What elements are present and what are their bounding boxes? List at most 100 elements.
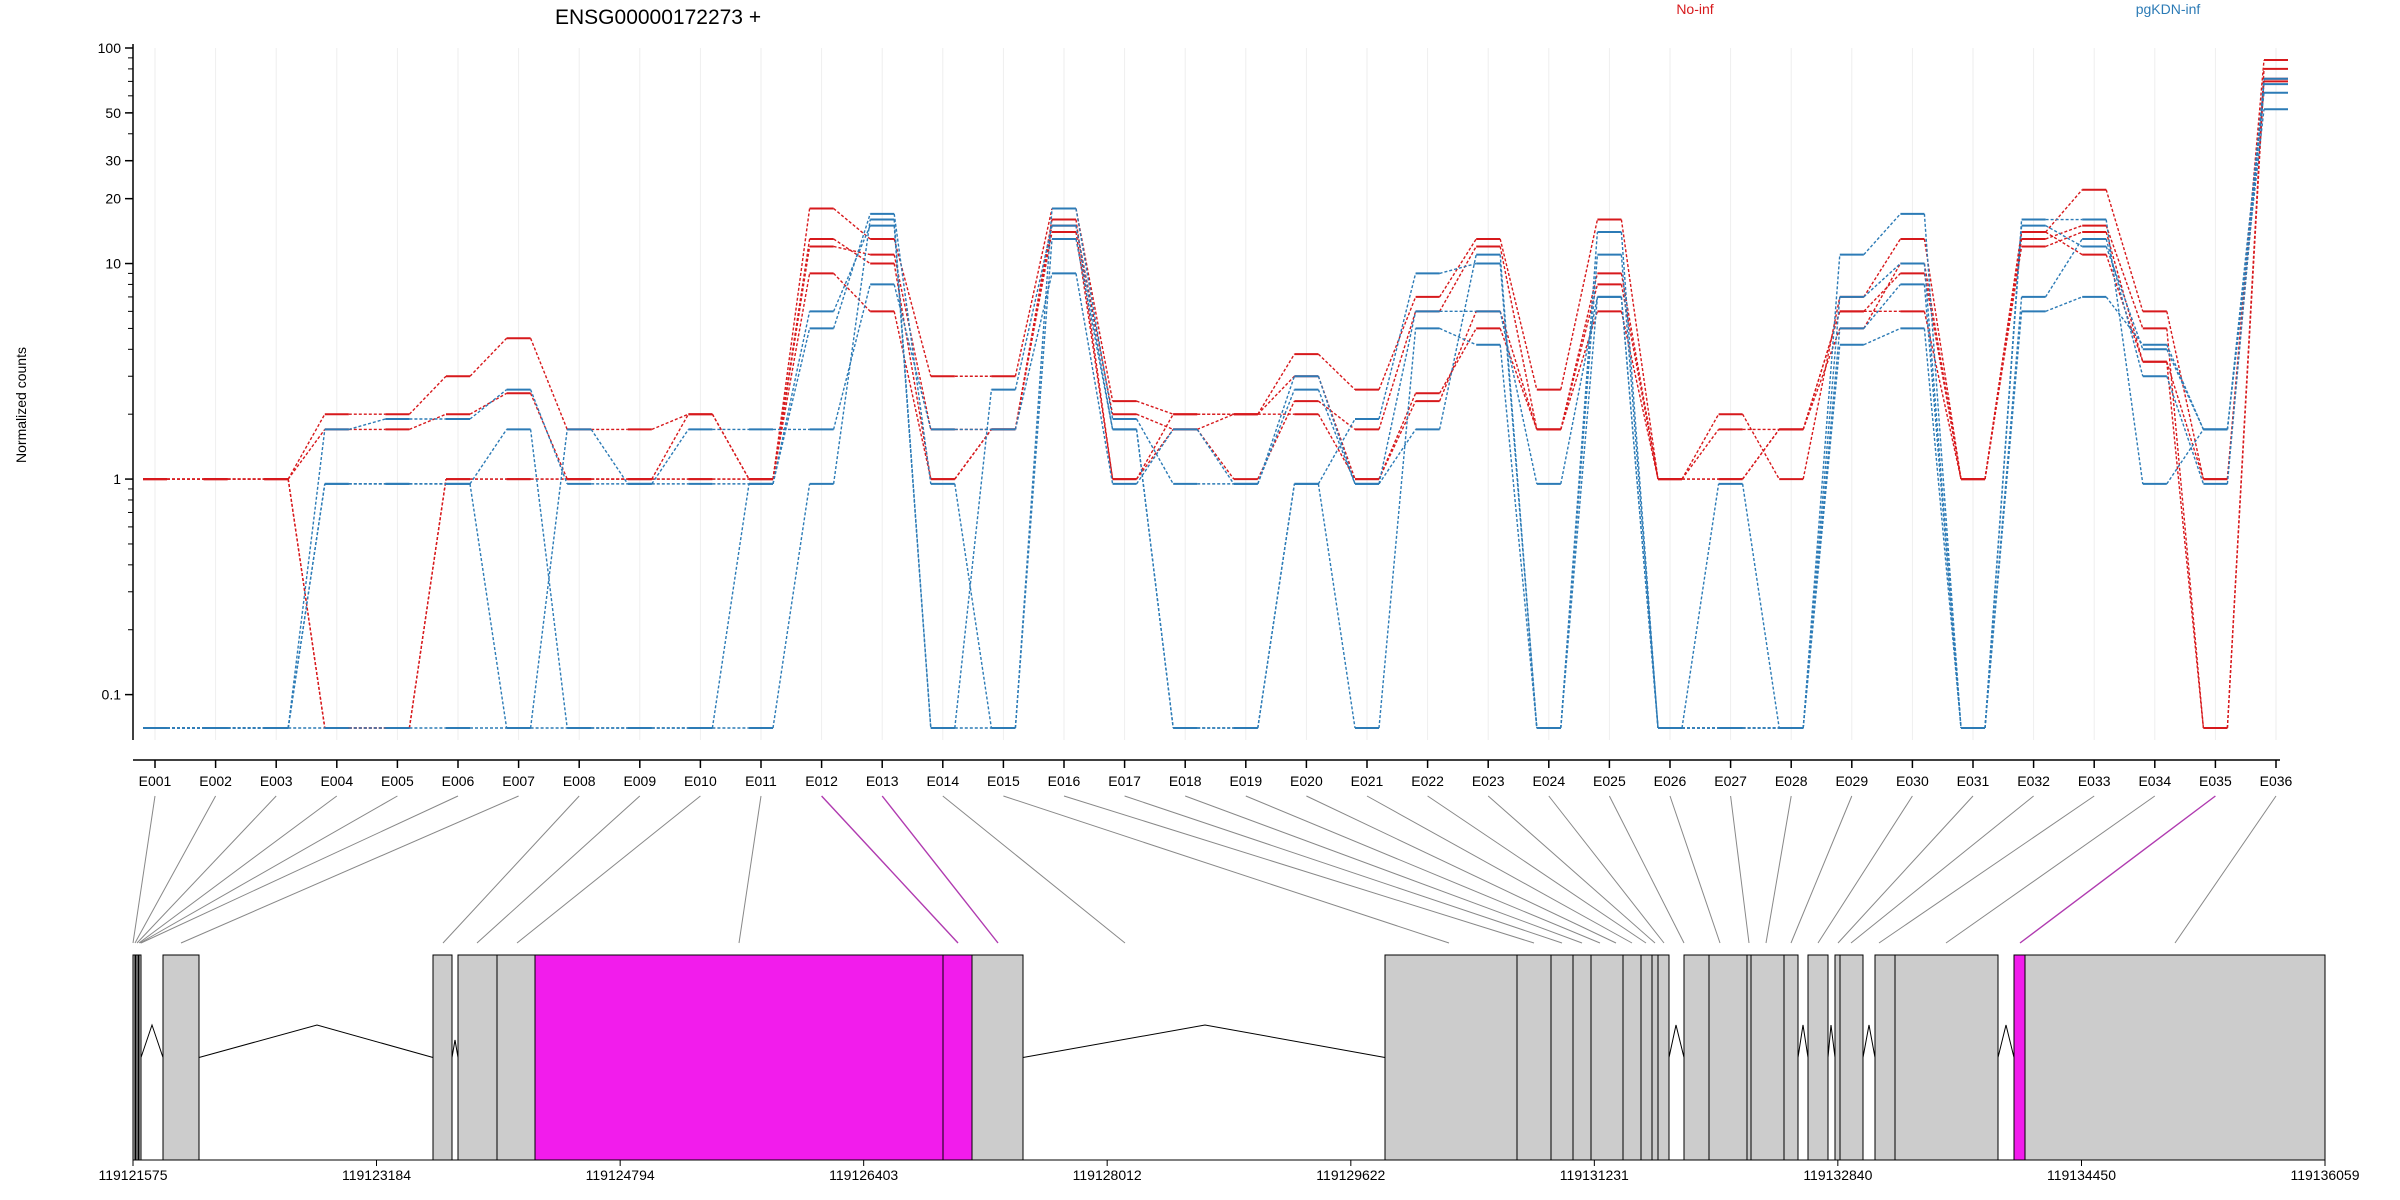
connector-line [2019, 795, 2216, 944]
coordinate-tick-label: 119128012 [1073, 1167, 1142, 1183]
x-tick-label: E011 [745, 773, 777, 789]
segment-line [1257, 389, 1296, 485]
intron-line [140, 1023, 164, 1058]
x-tick-label: E019 [1229, 773, 1262, 789]
segment-line [529, 389, 568, 485]
exon-block [1874, 954, 1896, 1161]
segment-line [1075, 273, 1114, 484]
exon-block [942, 954, 973, 1161]
connector-line [1945, 795, 2156, 944]
x-tick-label: E001 [139, 773, 172, 789]
segment-line [1802, 254, 1841, 729]
x-tick-label: E030 [1896, 773, 1929, 789]
connector-line [1366, 795, 1633, 944]
exon-block [971, 954, 1024, 1161]
connector-line [881, 795, 999, 944]
intron-line [1668, 1024, 1685, 1058]
segment-line [469, 483, 508, 729]
segment-line [529, 338, 568, 430]
exon-block [1746, 954, 1752, 1161]
x-tick-label: E034 [2138, 773, 2171, 789]
exon-block [1516, 954, 1552, 1161]
x-tick-label: E027 [1714, 773, 1747, 789]
connector-line [2174, 795, 2277, 944]
connector-line [1790, 795, 1853, 944]
segment-line [2105, 246, 2144, 350]
connector-line [136, 795, 277, 944]
segment-line [1560, 219, 1599, 390]
x-tick-label: E003 [260, 773, 293, 789]
legend-item-pgkdn-inf: pgKDN-inf [2136, 1, 2201, 17]
connector-line [1427, 795, 1647, 944]
connector-line [1245, 795, 1601, 944]
y-axis-label: Normalized counts [13, 347, 29, 463]
segment-line [590, 429, 629, 485]
segment-line [832, 225, 871, 312]
segment-line [711, 483, 750, 729]
segment-line [1014, 219, 1053, 430]
segment-line [1135, 418, 1174, 485]
segment-line [1802, 311, 1841, 430]
exon-block [1683, 954, 1710, 1161]
exon-block [534, 954, 944, 1161]
intron-line [1827, 1024, 1836, 1058]
exon-block [1550, 954, 1574, 1161]
exon-block [1894, 954, 1999, 1161]
segment-line [772, 483, 811, 729]
segment-line [772, 238, 811, 480]
exon-block [1622, 954, 1642, 1161]
x-tick-label: E002 [199, 773, 232, 789]
segment-line [1499, 311, 1538, 485]
legend-item-no-inf: No-inf [1676, 1, 1713, 17]
segment-line [1075, 238, 1114, 430]
segment-line [469, 392, 507, 415]
x-tick-label: E029 [1835, 773, 1868, 789]
segment-line [2045, 238, 2083, 298]
segment-line [2045, 296, 2083, 313]
segment-line [1923, 263, 1962, 729]
connector-line [1765, 795, 1792, 944]
segment-line [1135, 413, 1174, 480]
x-tick-label: E028 [1775, 773, 1808, 789]
intron-line [1022, 1024, 1386, 1058]
segment-line [1378, 400, 1417, 480]
exon-block [132, 954, 136, 1161]
segment-line [2166, 311, 2205, 480]
segment-line [832, 213, 871, 329]
segment-line [1984, 225, 2023, 729]
connector-line [1306, 795, 1617, 944]
y-tick-label: 30 [105, 153, 121, 169]
connector-line [738, 795, 762, 944]
segment-line [1923, 213, 1962, 729]
connector-line [138, 795, 338, 944]
segment-line [1499, 263, 1538, 729]
y-tick-label: 20 [105, 191, 121, 207]
segment-line [833, 272, 871, 312]
exon-block [1750, 954, 1785, 1161]
segment-line [893, 311, 932, 480]
x-tick-label: E007 [502, 773, 535, 789]
x-tick-label: E006 [442, 773, 475, 789]
exon-block [1657, 954, 1670, 1161]
segment-line [2045, 224, 2083, 248]
segment-line [2166, 361, 2205, 729]
intron-line [198, 1024, 434, 1058]
x-tick-label: E010 [684, 773, 717, 789]
segment-line [1075, 208, 1114, 420]
segment-line [2226, 109, 2265, 430]
intron-line [451, 1039, 459, 1058]
segment-line [529, 429, 568, 729]
exon-block [496, 954, 536, 1161]
segment-line [1499, 238, 1538, 390]
connector-line [140, 795, 459, 944]
intron-line [1997, 1024, 2015, 1058]
segment-line [1014, 208, 1053, 377]
segment-line [1135, 429, 1174, 729]
segment-line [2105, 219, 2144, 484]
exon-block [1384, 954, 1518, 1161]
segment-line [1923, 328, 1962, 729]
x-tick-label: E012 [805, 773, 838, 789]
x-tick-label: E021 [1351, 773, 1384, 789]
segment-line [1560, 254, 1599, 729]
segment-line [469, 429, 508, 485]
